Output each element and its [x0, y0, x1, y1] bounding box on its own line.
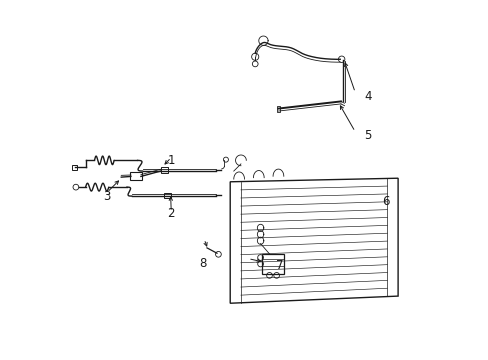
Text: 1: 1 [167, 154, 175, 167]
Bar [160, 167, 168, 173]
Text: 7: 7 [276, 259, 284, 272]
Bar [72, 165, 77, 170]
Bar [262, 254, 283, 274]
Text: 4: 4 [363, 90, 371, 103]
Text: 2: 2 [167, 207, 175, 220]
Text: 5: 5 [363, 129, 371, 142]
Text: 3: 3 [103, 190, 110, 203]
Text: 6: 6 [381, 195, 388, 208]
Bar [164, 193, 170, 198]
Bar [276, 107, 280, 112]
Text: 8: 8 [199, 257, 207, 270]
